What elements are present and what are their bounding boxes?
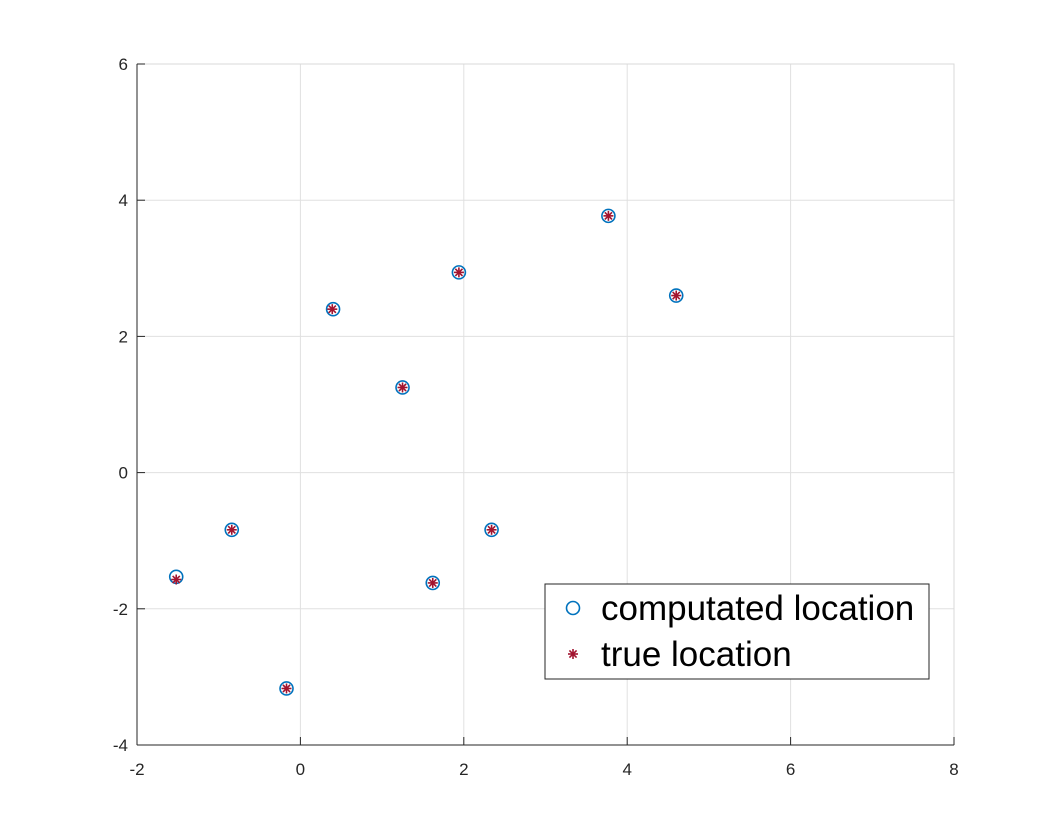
y-tick-label: 0 <box>119 464 128 483</box>
true-location-point <box>453 267 464 278</box>
true-location-point <box>281 683 292 694</box>
computed-location-point <box>325 301 341 317</box>
true-location-point <box>486 524 497 535</box>
computed-location-point <box>425 575 441 591</box>
true-location-point <box>671 290 682 301</box>
x-tick-label: -2 <box>129 760 144 779</box>
y-tick-label: -2 <box>113 600 128 619</box>
computed-location-point <box>601 208 616 224</box>
true-location-point <box>327 304 338 315</box>
x-tick-label: 8 <box>949 760 958 779</box>
legend-box <box>544 583 930 680</box>
true-location-point <box>603 210 614 221</box>
axes <box>136 63 955 746</box>
data-markers <box>168 208 684 696</box>
true-location-point <box>171 574 182 585</box>
computed-location-point <box>395 380 410 395</box>
true-location-point <box>397 382 408 393</box>
x-tick-label: 2 <box>459 760 468 779</box>
computed-location-point <box>484 522 499 538</box>
y-tick-label: -4 <box>113 736 128 755</box>
x-tick-label: 6 <box>786 760 795 779</box>
legend: computated location true location <box>544 583 930 680</box>
legend-asterisk-icon <box>568 649 578 659</box>
y-tick-label: 4 <box>119 191 128 210</box>
computed-location-point <box>668 288 684 303</box>
legend-circle-icon <box>565 600 581 616</box>
legend-label: computated location <box>601 589 914 628</box>
computed-location-point <box>224 522 240 538</box>
computed-location-point <box>451 265 467 280</box>
y-tick-label: 2 <box>119 327 128 346</box>
computed-location-point <box>279 681 294 696</box>
x-tick-label: 4 <box>622 760 631 779</box>
legend-label: true location <box>601 635 792 674</box>
y-tick-label: 6 <box>119 55 128 74</box>
true-location-point <box>226 524 237 535</box>
x-tick-label: 0 <box>296 760 305 779</box>
true-location-point <box>427 577 438 588</box>
